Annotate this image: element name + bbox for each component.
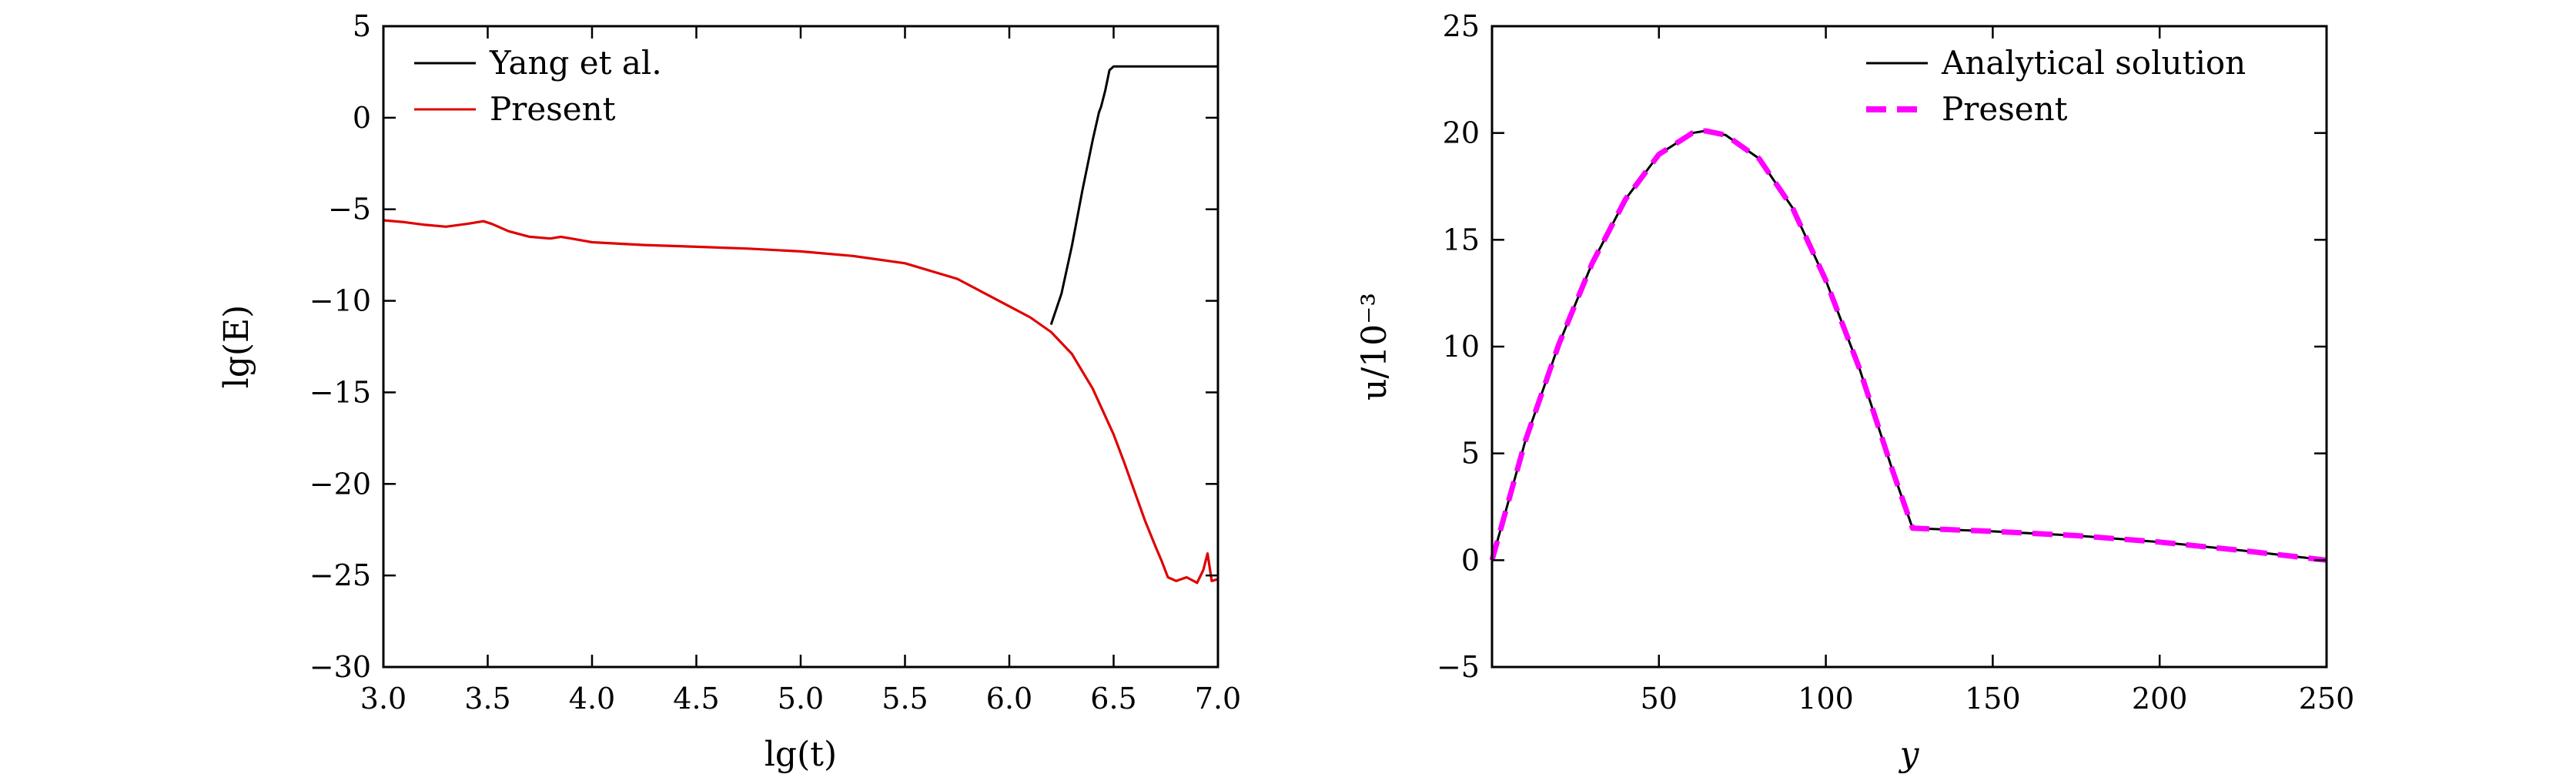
right-x-tick-label: 150 <box>1965 682 2021 716</box>
right-x-tick-label: 50 <box>1641 682 1678 716</box>
left-legend-label-1: Present <box>490 90 616 128</box>
left-series-1-line <box>383 219 1219 585</box>
left-x-tick-label: 5.0 <box>778 682 824 716</box>
left-y-tick-label: −20 <box>309 467 371 501</box>
left-x-tick-label: 3.0 <box>360 682 406 716</box>
right-series-1-line <box>1489 128 2327 563</box>
right-y-tick-label: 10 <box>1443 330 1480 364</box>
left-series-0-line <box>1049 65 1218 325</box>
left-x-tick-label: 6.0 <box>986 682 1032 716</box>
left-y-tick-label: 5 <box>353 9 371 43</box>
right-x-tick-label: 200 <box>2132 682 2188 716</box>
left-ticks-layer: 3.0 3.5 4.0 4.5 5.0 5.5 6.0 6.5 7.0 5 0 −5 −10 −15 −20… <box>309 9 1241 716</box>
left-x-tick-label: 7.0 <box>1195 682 1241 716</box>
right-series-layer <box>1489 128 2327 563</box>
left-series-layer <box>383 65 1219 585</box>
left-x-tick-label: 4.0 <box>569 682 615 716</box>
left-y-tick-label: 0 <box>353 101 371 135</box>
left-x-tick-label: 3.5 <box>464 682 510 716</box>
left-y-tick-label: −30 <box>309 650 371 684</box>
right-plot-frame <box>1490 25 2328 669</box>
right-y-axis-label: u/10⁻³ <box>1355 293 1394 401</box>
right-x-axis-label: y <box>1899 735 1920 774</box>
right-y-tick-label: 5 <box>1461 437 1480 471</box>
right-x-tick-label: 100 <box>1798 682 1854 716</box>
left-legend: Yang et al. Present <box>414 44 662 128</box>
left-y-tick-label: −5 <box>328 193 371 226</box>
left-x-tick-label: 4.5 <box>673 682 719 716</box>
right-y-tick-label: 15 <box>1443 223 1480 256</box>
left-y-tick-label: −15 <box>309 375 371 409</box>
right-legend-label-0: Analytical solution <box>1941 44 2246 82</box>
right-y-tick-label: 0 <box>1461 543 1480 577</box>
left-y-tick-label: −10 <box>309 284 371 318</box>
right-legend-label-1: Present <box>1942 90 2068 128</box>
left-y-axis-label: lg(E) <box>217 305 256 389</box>
left-legend-label-0: Yang et al. <box>489 44 662 82</box>
left-x-axis-label: lg(t) <box>764 735 837 774</box>
left-y-tick-label: −25 <box>309 558 371 592</box>
right-y-tick-label: 25 <box>1443 9 1480 43</box>
right-x-tick-label: 250 <box>2299 682 2355 716</box>
right-y-tick-label: −5 <box>1437 650 1480 684</box>
left-x-tick-label: 6.5 <box>1090 682 1136 716</box>
left-x-tick-label: 5.5 <box>882 682 928 716</box>
left-plot: 3.0 3.5 4.0 4.5 5.0 5.5 6.0 6.5 7.0 5 0 −5 −10 −15 −20… <box>217 9 1241 774</box>
right-series-0-line <box>1490 129 2327 561</box>
right-y-tick-label: 20 <box>1443 116 1480 150</box>
right-legend: Analytical solution Present <box>1866 44 2246 128</box>
